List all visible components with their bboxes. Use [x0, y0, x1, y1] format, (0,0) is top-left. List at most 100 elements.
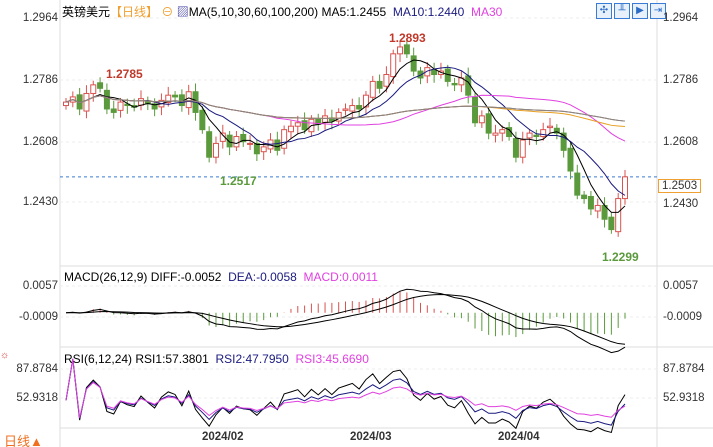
price-tick-left: 1.2964 [22, 12, 58, 24]
chart-header: 英镑美元【日线】 ⊖ ▨MA(5,10,30,60,100,200) MA5:1… [62, 3, 502, 20]
exit-icon[interactable]: ⇥ [650, 3, 666, 19]
rsi1-value: RSI1:57.3801 [135, 352, 209, 366]
candle [492, 132, 499, 136]
candle [335, 111, 342, 122]
candle [103, 89, 110, 110]
candle [294, 122, 301, 127]
rsi-tick: 87.8784 [663, 363, 705, 375]
candle [376, 80, 383, 89]
candle [233, 136, 240, 148]
candle [567, 147, 574, 172]
candle [622, 176, 628, 200]
high-annotation: 1.2893 [389, 31, 426, 45]
rsi2-value: RSI2:47.7950 [215, 352, 289, 366]
symbol-name: 英镑美元 [62, 5, 111, 19]
candle [226, 134, 233, 148]
macd-dea: DEA:-0.0058 [228, 270, 297, 284]
candle [581, 194, 588, 200]
price-tick-left: 1.2786 [22, 74, 58, 86]
chart-type-icon[interactable]: ╨ [614, 3, 630, 19]
candle [417, 70, 424, 79]
macd-diff-line [65, 288, 626, 354]
candle [472, 96, 479, 124]
candle [185, 91, 192, 109]
candle [499, 129, 506, 134]
candle [608, 216, 615, 231]
candle [110, 108, 117, 113]
ma30-value: MA30 [470, 5, 503, 19]
ma5-value: MA5:1.2455 [321, 5, 387, 19]
candle [533, 134, 540, 138]
period-label[interactable]: 【日线】 [110, 5, 159, 19]
candle [478, 115, 485, 124]
candle [165, 94, 172, 103]
macd-tick: -0.0009 [663, 311, 703, 323]
candle [526, 132, 533, 139]
price-tick-left: 1.2430 [22, 196, 58, 208]
candle [281, 129, 288, 149]
candle [451, 82, 458, 86]
candle [383, 74, 390, 87]
candle [431, 69, 438, 76]
play-icon[interactable]: ▶ [632, 3, 648, 19]
crosshair-icon[interactable]: ✣ [596, 3, 612, 19]
candle [117, 101, 124, 111]
indicator-icon[interactable]: ▨ [176, 5, 189, 19]
candle [260, 146, 267, 153]
candle [97, 82, 104, 89]
rsi-tick: 52.9318 [16, 392, 58, 404]
high-annotation: 1.2785 [106, 67, 143, 81]
candle [587, 196, 594, 210]
macd-header: MACD(26,12,9) DIFF:-0.0052 DEA:-0.0058 M… [64, 270, 378, 284]
macd-tick: -0.0009 [18, 311, 58, 323]
rsi-header: RSI(6,12,24) RSI1:57.3801 RSI2:47.7950 R… [64, 352, 369, 366]
date-tick: 2024/04 [498, 431, 540, 443]
candle [63, 101, 69, 107]
macd-label: MACD(26,12,9) [64, 270, 148, 284]
candle [247, 142, 254, 145]
rsi1-line [65, 358, 626, 434]
price-tick-right: 1.2786 [663, 74, 699, 86]
candle [615, 198, 622, 233]
macd-tick: 0.0057 [663, 280, 699, 292]
candle [485, 113, 492, 134]
macd-value: MACD:0.0011 [303, 270, 378, 284]
candle [574, 172, 581, 196]
candle [369, 80, 376, 98]
ma200-line [65, 95, 626, 122]
ma10-line [65, 66, 626, 196]
candle [397, 46, 404, 55]
candle [594, 204, 601, 212]
candle [83, 92, 90, 112]
rsi-tick: 87.8784 [16, 363, 58, 375]
period-button[interactable]: 日线▲ [4, 434, 43, 447]
candle [424, 67, 431, 77]
candle [356, 105, 363, 110]
candle [362, 94, 369, 108]
candle [560, 132, 567, 151]
candle [349, 105, 356, 112]
candle [547, 125, 554, 129]
price-tick-right: 1.2430 [663, 198, 699, 210]
ma10-value: MA10:1.2440 [392, 5, 465, 19]
ma-label: MA(5,10,30,60,100,200) [188, 5, 319, 19]
toggle-icon[interactable]: ⊖ [161, 5, 174, 19]
candle [206, 131, 213, 158]
candle [90, 84, 97, 94]
candle [410, 55, 417, 72]
candle [240, 133, 247, 143]
candle [253, 142, 260, 155]
settings-icon[interactable]: ☼ [0, 350, 10, 361]
candle [519, 139, 526, 158]
candle [212, 142, 219, 158]
rsi-label: RSI(6,12,24) [64, 352, 133, 366]
candle [137, 98, 144, 106]
low-annotation: 1.2517 [220, 174, 257, 188]
candle [403, 44, 410, 55]
current-price-label: 1.2503 [658, 179, 702, 193]
candle [301, 120, 308, 131]
price-tick-left: 1.2608 [22, 136, 58, 148]
candle [512, 138, 519, 158]
